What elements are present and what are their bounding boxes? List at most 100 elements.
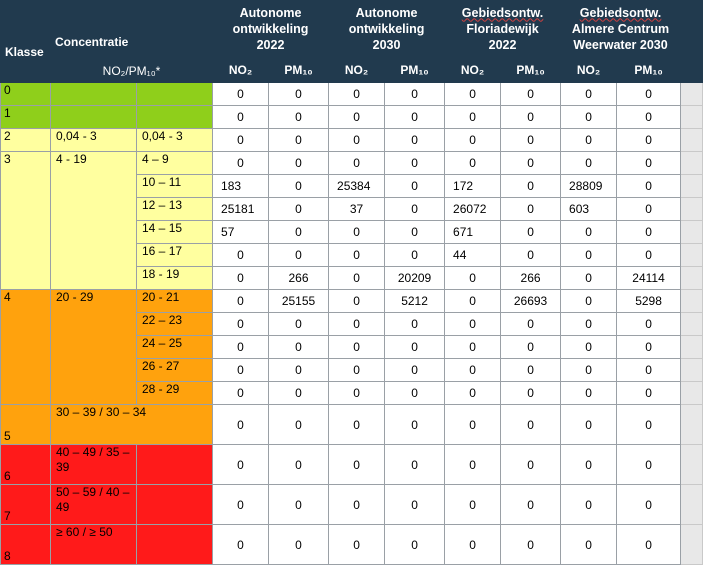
- value-cell: 0: [560, 243, 618, 267]
- klasse-cell: 5: [0, 404, 51, 445]
- value-cell: 0: [560, 220, 618, 244]
- value-cell: 0: [616, 312, 682, 336]
- table-row: 18 - 19 0 266 0 20209 0 266 0 24114: [1, 266, 704, 290]
- value-cell: 0: [212, 524, 270, 565]
- value-cell: 0: [616, 484, 682, 525]
- subrange-cell: 4 – 9: [135, 151, 214, 175]
- value-cell: 0: [616, 151, 682, 175]
- value-cell: 0: [384, 128, 446, 152]
- spacer-cell: [680, 243, 704, 267]
- table-row: 14 – 15 57 0 0 0 671 0 0 0: [1, 220, 704, 244]
- concentratie-cell: 40 – 49 / 35 – 39: [50, 444, 137, 485]
- value-cell: 28809: [560, 174, 618, 198]
- value-cell: 0: [328, 444, 386, 485]
- value-cell: 0: [212, 312, 270, 336]
- value-cell: 5298: [616, 289, 682, 313]
- value-cell: 0: [384, 358, 446, 382]
- value-cell: 0: [444, 381, 502, 405]
- value-cell: 0: [268, 151, 330, 175]
- value-cell: 0: [384, 404, 446, 445]
- header-pm10: PM₁₀: [500, 56, 562, 83]
- value-cell: 0: [616, 128, 682, 152]
- value-cell: 0: [500, 381, 562, 405]
- value-cell: 0: [268, 358, 330, 382]
- klasse-cell: 2: [0, 128, 51, 152]
- klasse-cell: 1: [0, 105, 51, 129]
- spacer-cell: [680, 197, 704, 221]
- subrange-cell: 12 – 13: [135, 197, 214, 221]
- value-cell: 0: [268, 197, 330, 221]
- value-cell: 0: [328, 220, 386, 244]
- value-cell: 0: [268, 220, 330, 244]
- value-cell: 25181: [212, 197, 270, 221]
- value-cell: 0: [212, 444, 270, 485]
- value-cell: 0: [212, 82, 270, 106]
- value-cell: 0: [384, 197, 446, 221]
- table-row: 0 0 0 0 0 0 0 0 0: [0, 82, 704, 106]
- value-cell: 0: [328, 151, 386, 175]
- value-cell: 0: [212, 128, 270, 152]
- value-cell: 0: [560, 266, 618, 290]
- value-cell: 0: [444, 358, 502, 382]
- subrange-cell: [135, 82, 214, 106]
- value-cell: 0: [328, 335, 386, 359]
- table-row: 5 30 – 39 / 30 – 34 0 0 0 0 0 0 0 0: [0, 404, 704, 445]
- subrange-cell: [135, 105, 214, 129]
- value-cell: 0: [444, 128, 502, 152]
- value-cell: 0: [384, 174, 446, 198]
- subrange-cell: 10 – 11: [135, 174, 214, 198]
- klasse-cell: 3: [0, 151, 51, 290]
- table-row: 22 – 23 0 0 0 0 0 0 0 0: [1, 312, 704, 336]
- concentratie-cell: 50 – 59 / 40 – 49: [50, 484, 137, 525]
- spacer-cell: [680, 105, 704, 129]
- value-cell: 266: [500, 266, 562, 290]
- header-concentratie-unit: NO₂/PM₁₀*: [49, 56, 214, 83]
- subrange-cell: 20 - 21: [135, 289, 214, 313]
- subrange-cell: 0,04 - 3: [135, 128, 214, 152]
- header-no2: NO₂: [444, 56, 502, 83]
- value-cell: 0: [500, 484, 562, 525]
- value-cell: 0: [384, 444, 446, 485]
- value-cell: 0: [328, 128, 386, 152]
- subrange-cell: 24 – 25: [135, 335, 214, 359]
- value-cell: 0: [444, 151, 502, 175]
- value-cell: 0: [268, 484, 330, 525]
- header-no2: NO₂: [212, 56, 270, 83]
- value-cell: 0: [212, 335, 270, 359]
- value-cell: 0: [268, 243, 330, 267]
- klasse-cell: 6: [0, 444, 51, 485]
- value-cell: 0: [560, 335, 618, 359]
- concentratie-cell: 0,04 - 3: [50, 128, 137, 152]
- spacer-cell: [680, 220, 704, 244]
- value-cell: 0: [500, 128, 562, 152]
- value-cell: 0: [560, 312, 618, 336]
- spacer-cell: [680, 266, 704, 290]
- value-cell: 266: [268, 266, 330, 290]
- value-cell: 5212: [384, 289, 446, 313]
- value-cell: 0: [560, 524, 618, 565]
- value-cell: 0: [560, 151, 618, 175]
- value-cell: 0: [500, 151, 562, 175]
- header-no2: NO₂: [560, 56, 618, 83]
- value-cell: 0: [560, 404, 618, 445]
- table-row: 4 20 - 29 20 - 21 0 25155 0 5212 0 26693…: [0, 289, 704, 405]
- table-row: 8 ≥ 60 / ≥ 50 0 0 0 0 0 0 0 0: [0, 524, 704, 565]
- header-pm10: PM₁₀: [616, 56, 682, 83]
- spacer-cell: [680, 174, 704, 198]
- value-cell: 26693: [500, 289, 562, 313]
- value-cell: 0: [328, 105, 386, 129]
- value-cell: 0: [384, 312, 446, 336]
- spacer-cell: [680, 128, 704, 152]
- subrange-cell: 28 - 29: [135, 381, 214, 405]
- concentratie-cell: ≥ 60 / ≥ 50: [50, 524, 137, 565]
- spacer-cell: [680, 289, 704, 313]
- value-cell: 0: [384, 151, 446, 175]
- value-cell: 0: [500, 82, 562, 106]
- value-cell: 0: [560, 358, 618, 382]
- subrange-cell: 26 - 27: [135, 358, 214, 382]
- value-cell: 0: [328, 484, 386, 525]
- header-pm10: PM₁₀: [384, 56, 446, 83]
- value-cell: 0: [616, 243, 682, 267]
- value-cell: 0: [384, 524, 446, 565]
